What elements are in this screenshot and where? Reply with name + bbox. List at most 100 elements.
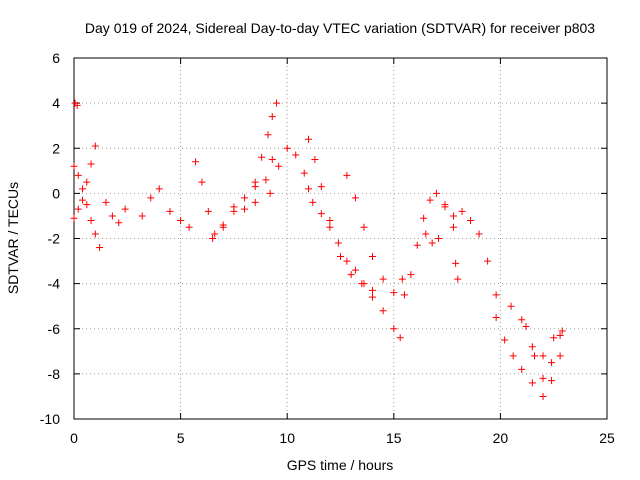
data-point <box>70 162 78 170</box>
data-point <box>368 293 376 301</box>
data-point <box>368 253 376 261</box>
data-point <box>266 189 274 197</box>
data-point <box>343 171 351 179</box>
series-satellite-track-18 <box>507 302 566 360</box>
series-satellite-track-7 <box>209 156 276 242</box>
data-point <box>343 257 351 265</box>
data-point <box>548 377 556 385</box>
series-satellite-track-3 <box>71 99 81 109</box>
data-point <box>326 223 334 231</box>
data-point <box>166 207 174 215</box>
data-point <box>398 275 406 283</box>
data-point <box>121 205 129 213</box>
series-satellite-track-17 <box>492 313 564 400</box>
data-point <box>550 334 558 342</box>
data-point <box>452 259 460 267</box>
plot-frame <box>73 57 608 420</box>
data-point <box>441 201 449 209</box>
data-point <box>283 144 291 152</box>
data-point <box>74 205 82 213</box>
series-satellite-track-16 <box>452 259 462 283</box>
data-point <box>305 185 313 193</box>
data-point <box>337 253 344 261</box>
data-point <box>390 325 398 333</box>
series-satellite-track-11 <box>309 198 404 342</box>
data-point <box>522 322 530 330</box>
y-tick-label: -8 <box>48 366 61 382</box>
data-point <box>241 205 249 213</box>
data-point <box>273 99 281 107</box>
data-point <box>528 343 536 351</box>
data-point <box>102 198 110 206</box>
y-tick-label: 0 <box>52 185 60 201</box>
data-point <box>379 275 387 283</box>
data-point <box>360 223 368 231</box>
data-point <box>317 210 325 218</box>
data-point <box>87 160 95 168</box>
data-point <box>251 178 259 186</box>
data-point <box>147 194 155 202</box>
x-tick-label: 10 <box>279 430 295 446</box>
data-point <box>74 171 82 179</box>
data-point <box>115 219 123 227</box>
data-point <box>484 257 492 265</box>
y-tick-label: -10 <box>40 411 60 427</box>
data-point <box>262 176 270 184</box>
data-point <box>79 196 87 204</box>
data-point <box>87 216 95 224</box>
data-point <box>539 374 547 382</box>
data-point <box>539 352 547 360</box>
data-point <box>96 244 104 252</box>
data-point <box>275 162 283 170</box>
series-satellite-track-13 <box>400 189 457 299</box>
data-point <box>209 235 217 242</box>
data-point <box>347 271 355 279</box>
data-point <box>432 189 440 197</box>
data-point <box>311 156 319 164</box>
data-point <box>219 221 227 229</box>
data-point <box>492 291 500 299</box>
series-satellite-track-12 <box>343 171 406 297</box>
data-point <box>558 327 566 335</box>
data-point <box>334 239 342 247</box>
series-satellite-track-8 <box>251 99 281 186</box>
data-point <box>368 286 376 294</box>
data-point <box>492 313 500 321</box>
data-point <box>211 230 219 238</box>
data-point <box>268 156 276 164</box>
data-point <box>309 198 317 206</box>
x-tick-label: 5 <box>177 430 185 446</box>
data-point <box>155 185 163 193</box>
y-tick-label: -4 <box>48 276 61 292</box>
data-point <box>351 266 359 274</box>
data-point <box>518 316 526 324</box>
y-tick-label: 6 <box>52 50 60 66</box>
data-point <box>556 352 564 360</box>
data-point <box>351 194 359 202</box>
data-point <box>185 223 193 231</box>
data-point <box>390 289 398 297</box>
data-point <box>79 185 87 193</box>
data-point <box>454 275 462 283</box>
chart-title: Day 019 of 2024, Sidereal Day-to-day VTE… <box>85 20 595 36</box>
series-satellite-track-9 <box>266 144 313 197</box>
data-point <box>539 392 547 400</box>
y-tick-label: 2 <box>52 140 60 156</box>
data-point <box>435 235 443 242</box>
data-point <box>91 142 99 150</box>
data-point <box>91 230 99 238</box>
data-point <box>300 169 308 177</box>
data-point <box>507 302 515 310</box>
data-point <box>475 230 483 238</box>
data-point <box>531 352 539 360</box>
data-point <box>73 101 81 109</box>
data-point <box>326 216 334 224</box>
data-point <box>501 336 509 344</box>
data-point <box>70 214 78 222</box>
data-point <box>204 207 212 215</box>
data-point <box>528 379 536 387</box>
series-satellite-track-15 <box>441 201 500 299</box>
data-point <box>177 216 185 224</box>
data-point <box>251 198 259 206</box>
